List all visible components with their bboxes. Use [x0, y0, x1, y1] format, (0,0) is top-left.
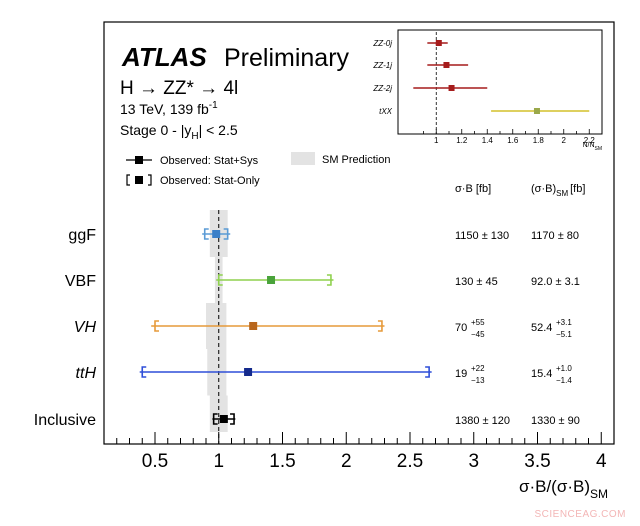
category-label-vbf: VBF [65, 273, 96, 290]
x-tick-label: 1.5 [269, 451, 295, 472]
stage-label: Stage 0 - |yH| < 2.5 [120, 122, 238, 142]
measured-value-vbf: 130 ± 45 [455, 276, 498, 288]
inset-label-zz-2j: ZZ-2j [372, 84, 392, 93]
inset-x-tick-label: 1 [434, 136, 439, 145]
stat-bracket-right-vh [377, 320, 383, 332]
inset-label-txx: tXX [379, 107, 393, 116]
legend-stat-sys-label: Observed: Stat+Sys [160, 155, 259, 167]
stat-bracket-right-tth [425, 366, 430, 378]
x-tick-label: 3.5 [524, 451, 550, 472]
category-label-ggf: ggF [68, 227, 96, 244]
inset-label-zz-1j: ZZ-1j [372, 61, 392, 70]
x-axis-label: σ·B/(σ·B)SM [519, 477, 608, 501]
sm-err-down-tth: −1.4 [556, 376, 572, 385]
category-labels: ggF VBF VH ttH Inclusive [34, 227, 97, 429]
stat-bracket-left-vbf [217, 274, 223, 286]
sm-value-vbf: 92.0 ± 3.1 [531, 276, 580, 288]
x-tick-label: 2.5 [397, 451, 423, 472]
category-label-tth: ttH [76, 365, 97, 382]
inset-x-tick-label: 2 [562, 136, 567, 145]
value-table: 1150 ± 130 1170 ± 80 130 ± 45 92.0 ± 3.1 70 +… [455, 230, 580, 427]
energy-label: 13 TeV, 139 fb-1 [120, 100, 218, 117]
x-axis: 0.5 1 1.5 2 2.5 3 3.5 4 [116, 432, 607, 472]
x-tick-label: 1 [213, 451, 224, 472]
point-vbf [267, 276, 276, 284]
point-inclusive [219, 415, 228, 423]
inset-frame [397, 29, 603, 135]
main-data-marks [139, 228, 432, 425]
inset-x-axis: 1 1.2 1.4 1.6 1.8 2 2.2 [423, 129, 596, 145]
inset-point-txx [533, 108, 540, 114]
measured-value-inclusive: 1380 ± 120 [455, 415, 510, 427]
measured-value-tth: 19 [455, 368, 467, 380]
legend-stat-only-label: Observed: Stat-Only [160, 175, 260, 187]
inset-x-tick-label: 1.6 [507, 136, 519, 145]
inset-x-tick-label: 1.2 [456, 136, 468, 145]
sm-value-inclusive: 1330 ± 90 [531, 415, 580, 427]
x-tick-label: 2 [341, 451, 352, 472]
sm-value-vh: 52.4 [531, 322, 552, 334]
sm-value-tth: 15.4 [531, 368, 552, 380]
atlas-label: ATLAS [121, 42, 207, 72]
measured-err-down-tth: −13 [471, 376, 485, 385]
sm-err-down-vh: −5.1 [556, 330, 572, 339]
sm-value-ggf: 1170 ± 80 [531, 230, 579, 242]
stat-bracket-left-ggf [203, 228, 209, 240]
stat-bracket-left-inclusive [212, 413, 218, 425]
inset-point-zz-0j [435, 40, 442, 46]
inset-point-zz-2j [448, 85, 455, 91]
measured-err-up-vh: +55 [471, 318, 485, 327]
measured-err-down-vh: −45 [471, 330, 485, 339]
legend-stat-only-bracket-right [148, 174, 152, 186]
x-tick-label: 3 [468, 451, 479, 472]
sm-bands [206, 210, 228, 432]
legend-stat-only-bracket-left [126, 174, 130, 186]
measured-value-vh: 70 [455, 322, 467, 334]
measured-err-up-tth: +22 [471, 364, 485, 373]
sm-err-up-vh: +3.1 [556, 318, 572, 327]
sm-column-header: (σ·B)SM [fb] [531, 183, 585, 198]
process-label: H → ZZ* → 4l [120, 78, 238, 99]
watermark: SCIENCEAG.COM [534, 509, 626, 520]
stat-bracket-right-ggf [223, 228, 229, 240]
point-vh [249, 322, 258, 330]
stat-bracket-left-vh [154, 320, 159, 332]
point-ggf [212, 230, 221, 238]
legend-sm-label: SM Prediction [322, 154, 390, 166]
inset-x-axis-label: N/NSM [582, 142, 602, 152]
legend-stat-only-marker [135, 176, 143, 184]
inset-point-zz-1j [443, 62, 450, 68]
legend-sm-swatch [291, 152, 315, 165]
inset-label-zz-0j: ZZ-0j [372, 39, 392, 48]
preliminary-label: Preliminary [224, 44, 350, 72]
inset-x-tick-label: 1.4 [482, 136, 494, 145]
x-tick-label: 0.5 [142, 451, 168, 472]
category-label-inclusive: Inclusive [34, 412, 96, 429]
measured-value-ggf: 1150 ± 130 [455, 230, 509, 242]
legend-stat-sys-marker [135, 156, 143, 164]
stat-bracket-right-inclusive [230, 413, 235, 425]
inset-x-tick-label: 1.8 [533, 136, 545, 145]
category-label-vh: VH [74, 319, 97, 336]
stat-bracket-left-tth [141, 366, 147, 378]
sm-err-up-tth: +1.0 [556, 364, 572, 373]
meas-column-header: σ·B [fb] [455, 183, 491, 195]
point-tth [244, 368, 253, 376]
inset-data-marks: ZZ-0j ZZ-1j ZZ-2j tXX [372, 32, 590, 134]
inset-x-tick-label: 2.2 [584, 136, 596, 145]
legend: Observed: Stat+Sys Observed: Stat-Only S… [126, 152, 390, 187]
stat-bracket-right-vbf [326, 274, 332, 286]
x-tick-label: 4 [596, 451, 607, 472]
